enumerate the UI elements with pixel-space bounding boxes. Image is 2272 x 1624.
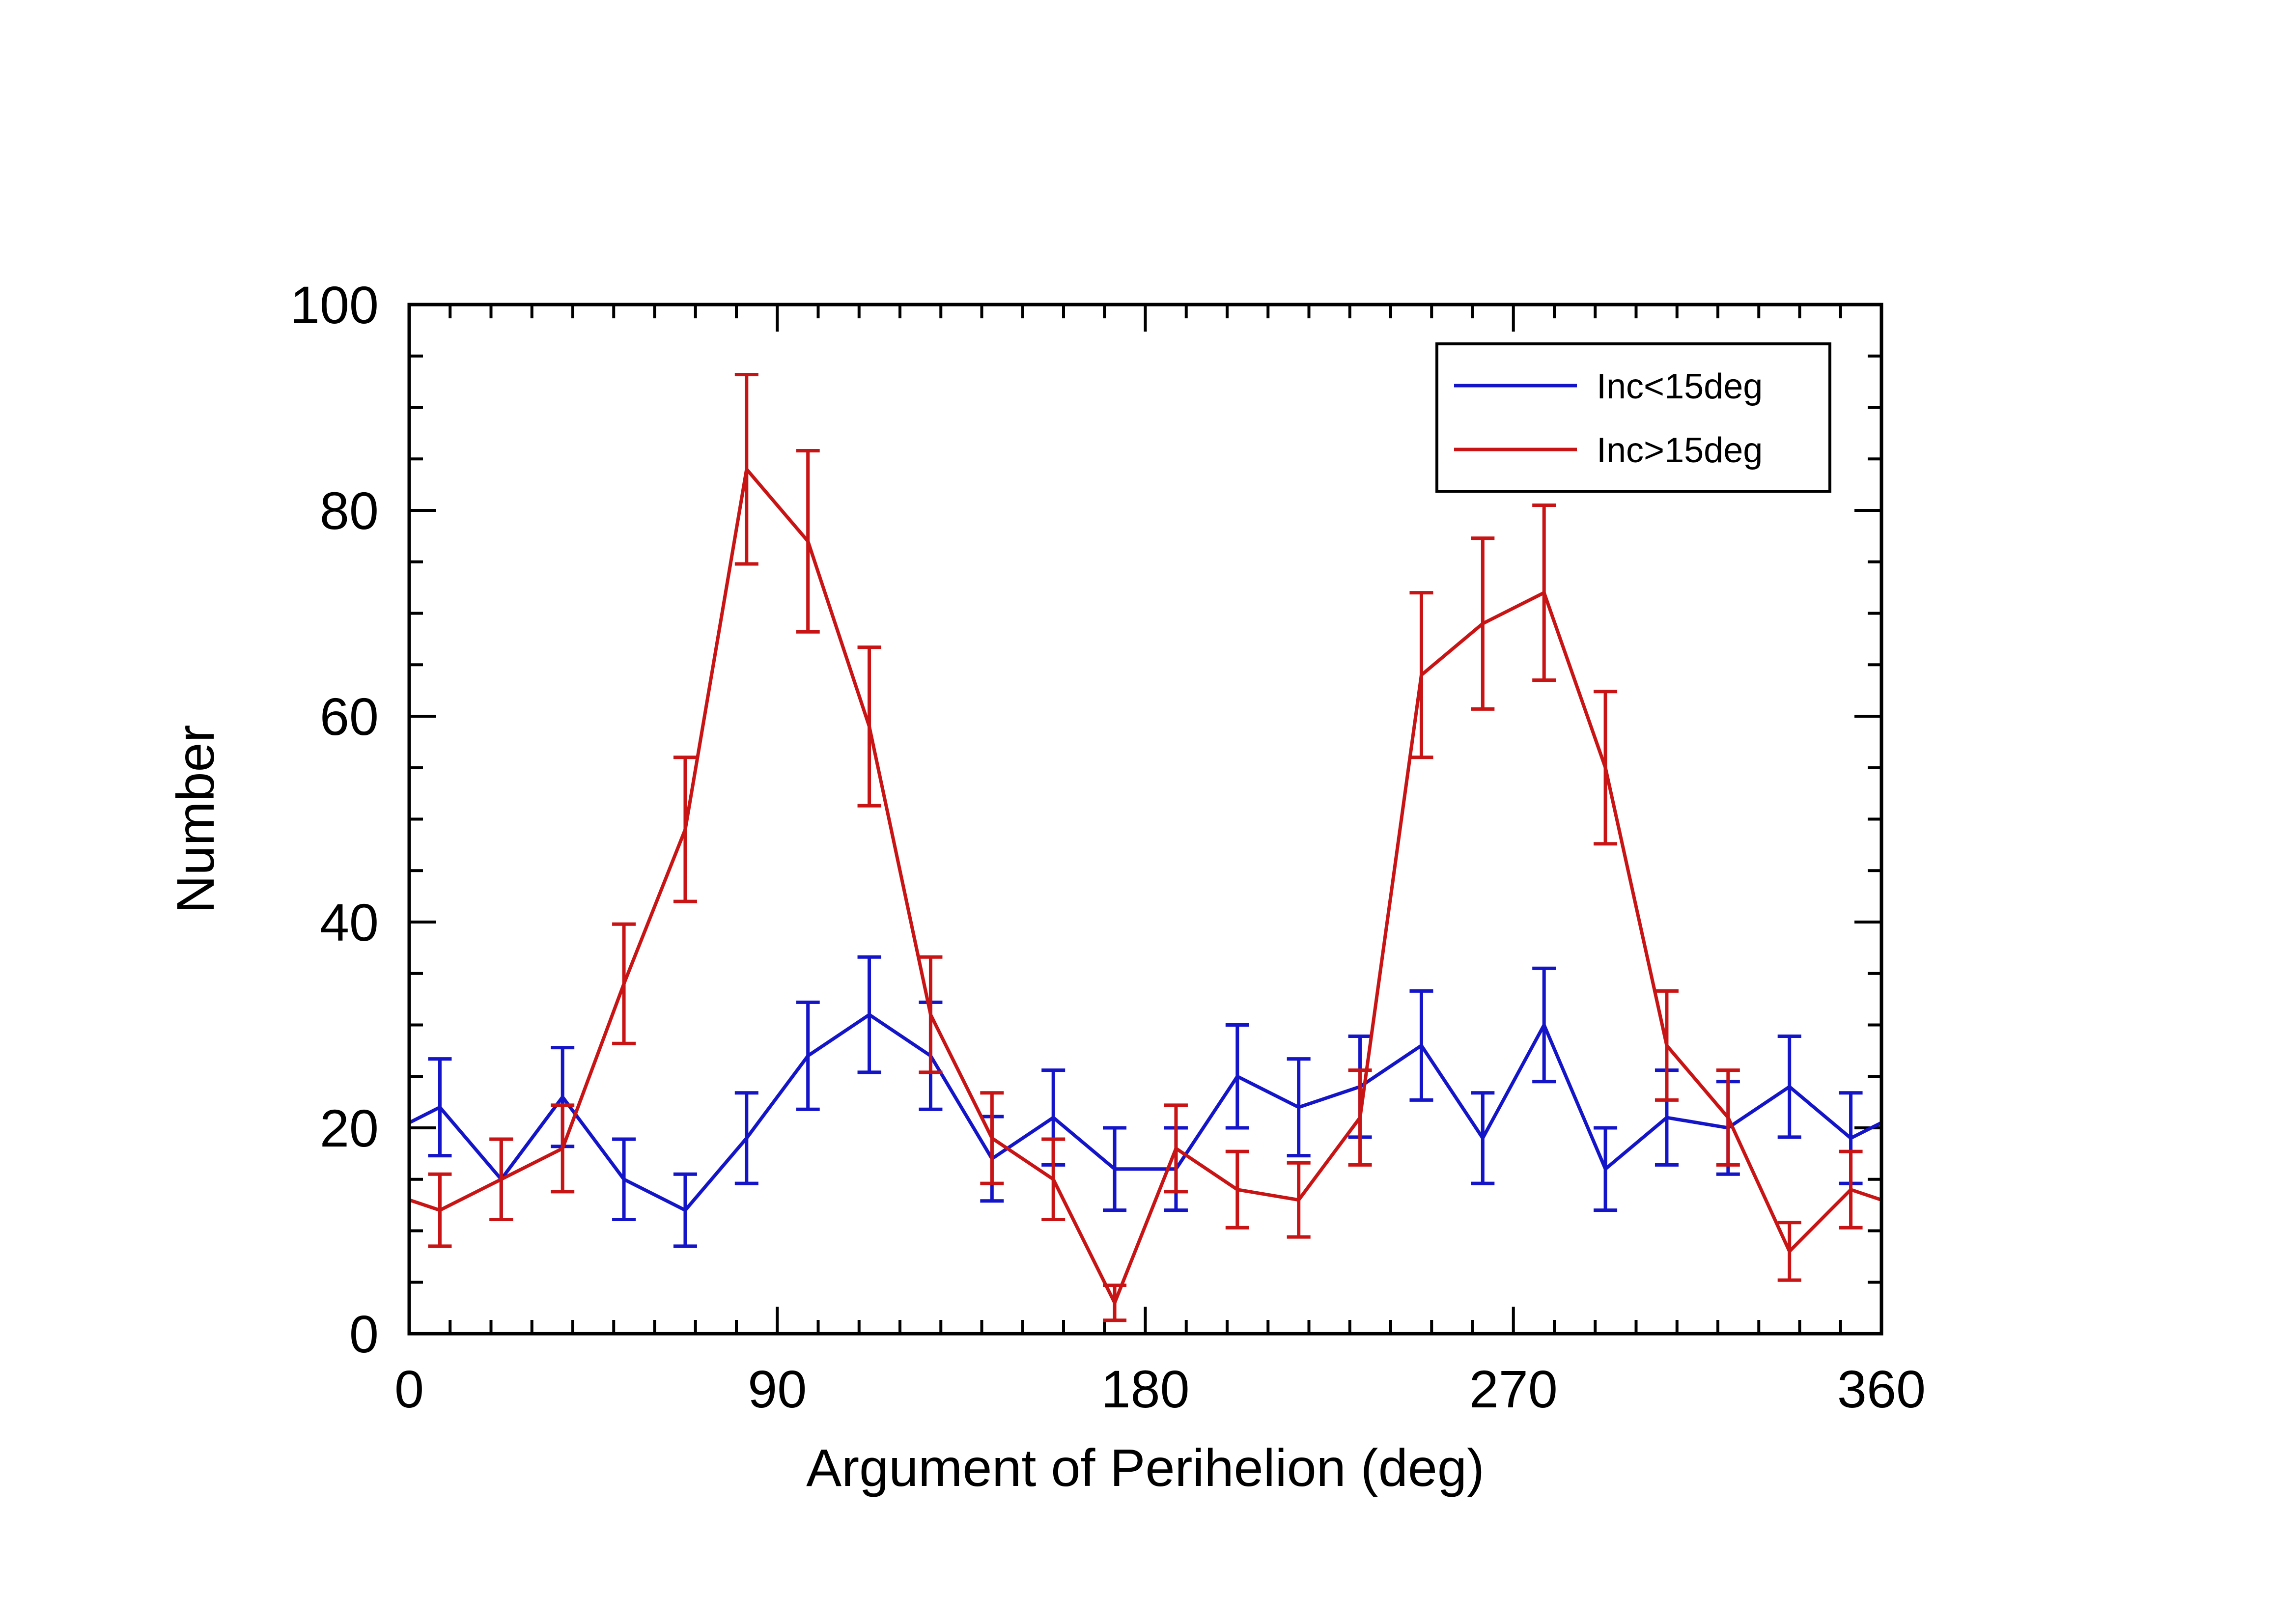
x-axis-title: Argument of Perihelion (deg) (806, 1438, 1485, 1497)
y-axis-title-group: Number (166, 725, 225, 913)
y-axis-title: Number (166, 725, 225, 913)
legend: Inc<15deg Inc>15deg (1435, 342, 1831, 493)
series-line (409, 465, 1881, 1307)
legend-box (1435, 342, 1831, 493)
x-tick-label: 360 (1837, 1359, 1926, 1419)
y-tick-label: 80 (320, 481, 379, 540)
y-tick-label: 20 (320, 1098, 379, 1158)
x-tick-label: 0 (394, 1359, 424, 1419)
series-inc-gt-15 (409, 372, 1881, 1322)
y-tick-label: 40 (320, 893, 379, 952)
y-tick-label: 100 (290, 275, 379, 335)
series-line (409, 1012, 1881, 1212)
x-tick-label: 270 (1469, 1359, 1558, 1419)
y-tick-label: 0 (349, 1304, 379, 1364)
x-tick-label: 180 (1101, 1359, 1189, 1419)
tick-labels: 0 90 180 270 360 0 20 40 60 80 100 (290, 275, 1926, 1419)
x-tick-label: 90 (748, 1359, 807, 1419)
y-tick-label: 60 (320, 687, 379, 746)
series-inc-lt-15 (409, 955, 1881, 1248)
legend-label-inc-gt-15: Inc>15deg (1597, 431, 1763, 470)
legend-label-inc-lt-15: Inc<15deg (1597, 367, 1763, 406)
plot-frame (407, 303, 1883, 1336)
series-layer (409, 372, 1881, 1322)
